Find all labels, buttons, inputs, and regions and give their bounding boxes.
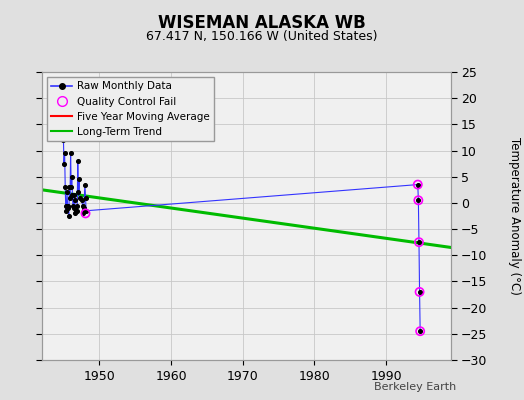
Point bbox=[68, 174, 76, 180]
Point bbox=[416, 289, 424, 295]
Point bbox=[414, 197, 422, 204]
Y-axis label: Temperature Anomaly (°C): Temperature Anomaly (°C) bbox=[508, 137, 521, 295]
Point bbox=[71, 197, 79, 204]
Point bbox=[78, 197, 86, 204]
Text: WISEMAN ALASKA WB: WISEMAN ALASKA WB bbox=[158, 14, 366, 32]
Text: 67.417 N, 150.166 W (United States): 67.417 N, 150.166 W (United States) bbox=[146, 30, 378, 43]
Point bbox=[79, 202, 87, 209]
Point bbox=[81, 181, 89, 188]
Point bbox=[74, 189, 83, 196]
Point bbox=[72, 208, 80, 214]
Point bbox=[63, 202, 72, 209]
Point bbox=[69, 202, 77, 209]
Point bbox=[69, 205, 78, 211]
Point bbox=[414, 197, 422, 204]
Point bbox=[73, 158, 82, 164]
Point bbox=[416, 328, 424, 334]
Point bbox=[60, 150, 69, 156]
Point bbox=[81, 210, 90, 216]
Point bbox=[415, 239, 423, 245]
Point bbox=[68, 192, 77, 198]
Point bbox=[64, 213, 73, 219]
Point bbox=[65, 184, 73, 190]
Point bbox=[72, 202, 81, 209]
Point bbox=[71, 210, 80, 216]
Point bbox=[80, 205, 88, 211]
Point bbox=[61, 184, 69, 190]
Point bbox=[59, 137, 68, 143]
Point bbox=[413, 181, 422, 188]
Point bbox=[70, 192, 79, 198]
Point bbox=[82, 208, 90, 214]
Point bbox=[67, 150, 75, 156]
Point bbox=[415, 239, 423, 245]
Point bbox=[416, 328, 424, 334]
Point bbox=[75, 176, 83, 182]
Point bbox=[75, 194, 84, 201]
Point bbox=[413, 181, 422, 188]
Legend: Raw Monthly Data, Quality Control Fail, Five Year Moving Average, Long-Term Tren: Raw Monthly Data, Quality Control Fail, … bbox=[47, 77, 214, 141]
Point bbox=[63, 189, 71, 196]
Point bbox=[79, 210, 88, 216]
Point bbox=[67, 184, 75, 190]
Point bbox=[416, 289, 424, 295]
Point bbox=[81, 194, 90, 201]
Point bbox=[60, 160, 68, 167]
Point bbox=[64, 205, 72, 211]
Point bbox=[73, 208, 81, 214]
Point bbox=[62, 202, 71, 209]
Point bbox=[66, 194, 74, 201]
Text: Berkeley Earth: Berkeley Earth bbox=[374, 382, 456, 392]
Point bbox=[62, 208, 70, 214]
